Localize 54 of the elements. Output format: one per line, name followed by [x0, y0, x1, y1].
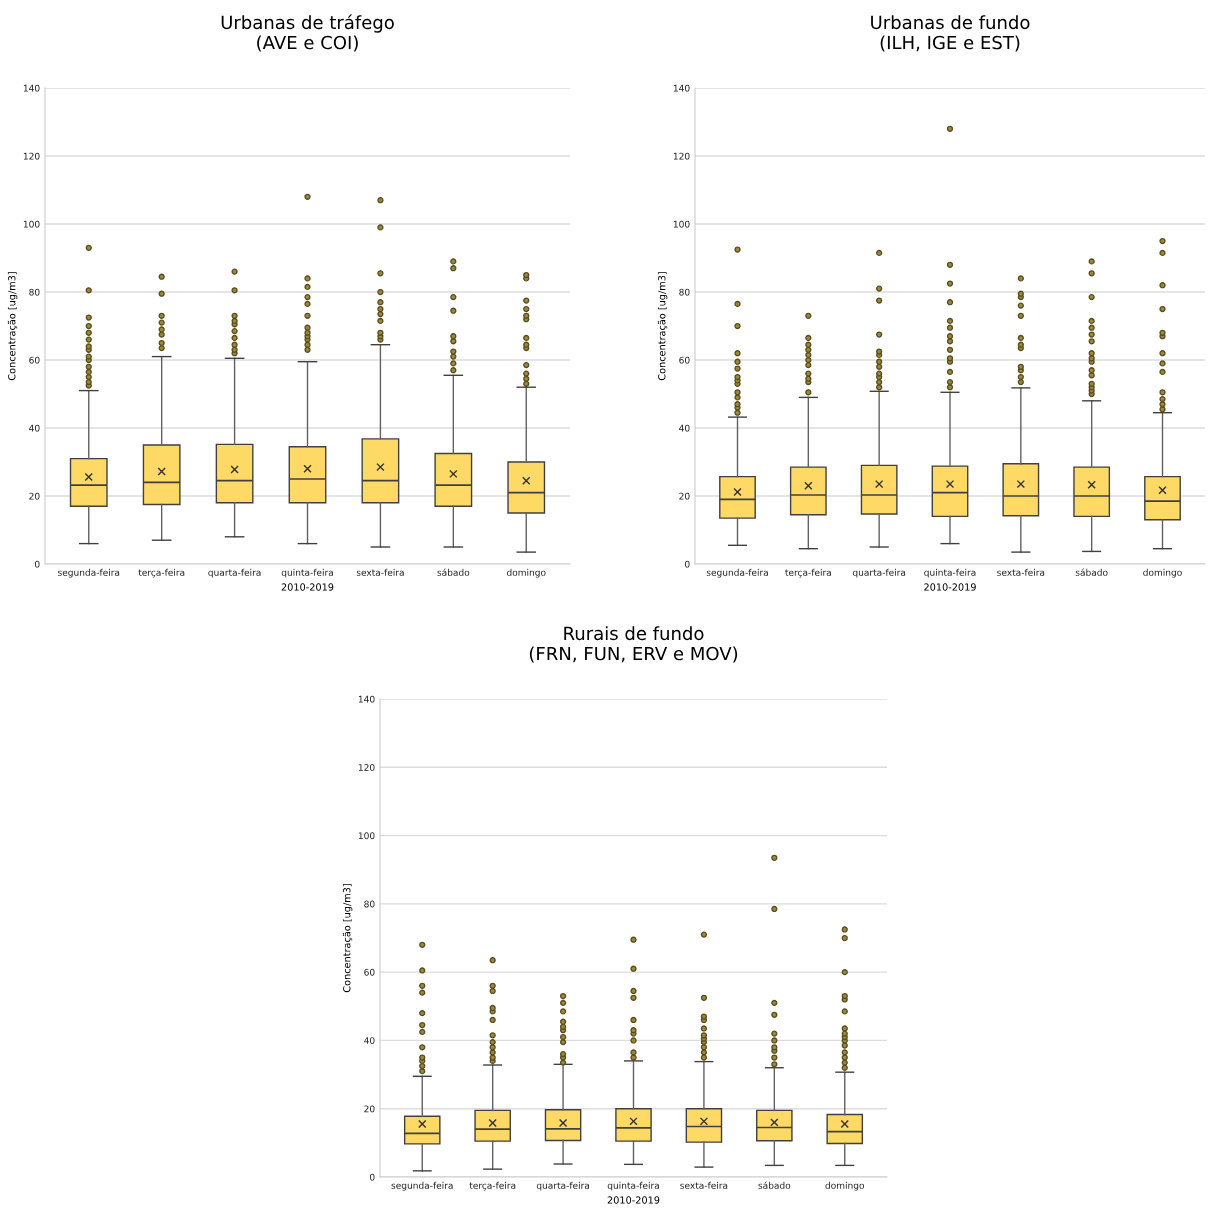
x-tick-label: quarta-feira	[208, 568, 261, 578]
x-tick-label: sexta-feira	[356, 568, 404, 576]
y-tick-label: 20	[29, 492, 40, 500]
x-tick-label: quinta-feira	[924, 568, 976, 578]
x-tick-label: domingo	[1143, 568, 1182, 578]
y-tick-label: 0	[684, 560, 690, 568]
y-axis-title: Concentração [ug/m3]	[657, 272, 668, 381]
y-tick-label: 80	[364, 900, 375, 908]
y-tick-label: 60	[679, 356, 690, 364]
x-axis-title: 2010-2019	[607, 1196, 660, 1204]
y-tick-label: 20	[679, 492, 690, 500]
x-tick-label: quinta-feira	[281, 568, 333, 578]
y-tick-label: 140	[23, 84, 40, 92]
x-tick-label: quarta-feira	[536, 1181, 590, 1191]
chart-title: Rurais de fundo (FRN, FUN, ERV e MOV)	[529, 626, 738, 663]
x-axis-title: 2010-2019	[281, 583, 334, 591]
x-axis-title: 2010-2019	[924, 583, 976, 591]
x-tick-label: terça-feira	[138, 568, 185, 578]
x-tick-label: sábado	[437, 568, 470, 576]
x-tick-label: sábado	[758, 1181, 791, 1189]
y-tick-label: 40	[364, 1037, 375, 1044]
x-tick-label: terça-feira	[469, 1181, 516, 1191]
x-tick-label: sábado	[1075, 568, 1108, 576]
y-tick-label: 20	[364, 1105, 375, 1113]
x-tick-label: segunda-feira	[391, 1181, 453, 1191]
x-tick-label: quinta-feira	[607, 1181, 659, 1191]
x-tick-label: segunda-feira	[706, 568, 768, 578]
y-axis-title: Concentração [ug/m3]	[342, 884, 353, 993]
y-tick-label: 140	[358, 695, 375, 703]
y-tick-label: 100	[358, 832, 375, 840]
y-tick-label: 100	[673, 220, 690, 228]
y-tick-label: 60	[364, 968, 375, 976]
y-tick-label: 120	[673, 152, 690, 160]
x-tick-label: terça-feira	[785, 568, 831, 578]
y-tick-label: 120	[23, 152, 40, 160]
x-tick-label: sexta-feira	[997, 568, 1045, 576]
y-tick-label: 100	[23, 220, 40, 228]
y-tick-label: 80	[29, 288, 40, 296]
y-tick-label: 120	[358, 764, 375, 771]
chart-title: Urbanas de tráfego (AVE e COI)	[221, 14, 394, 52]
y-tick-label: 80	[679, 288, 690, 296]
y-tick-label: 140	[673, 84, 690, 92]
x-tick-label: segunda-feira	[58, 568, 120, 578]
x-tick-label: sexta-feira	[680, 1181, 728, 1189]
y-tick-label: 40	[679, 424, 690, 432]
y-axis-title: Concentração [ug/m3]	[7, 272, 18, 381]
y-tick-label: 60	[29, 356, 40, 364]
x-tick-label: quarta-feira	[852, 568, 906, 578]
y-tick-label: 0	[34, 560, 40, 568]
x-tick-label: domingo	[825, 1181, 865, 1191]
y-tick-label: 40	[29, 424, 40, 432]
chart-title: Urbanas de fundo (ILH, IGE e EST)	[871, 15, 1030, 52]
y-tick-label: 0	[369, 1173, 375, 1181]
x-tick-label: domingo	[506, 568, 546, 578]
